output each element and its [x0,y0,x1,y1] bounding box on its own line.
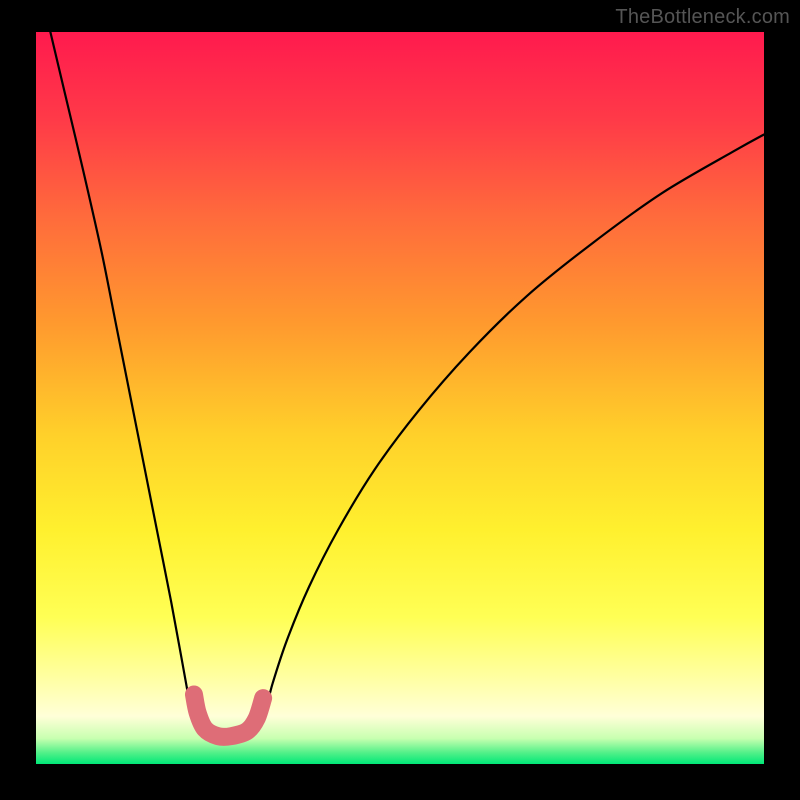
plot-background [36,32,764,764]
bottleneck-chart [0,0,800,800]
watermark-text: TheBottleneck.com [615,6,790,29]
stage: TheBottleneck.com [0,0,800,800]
